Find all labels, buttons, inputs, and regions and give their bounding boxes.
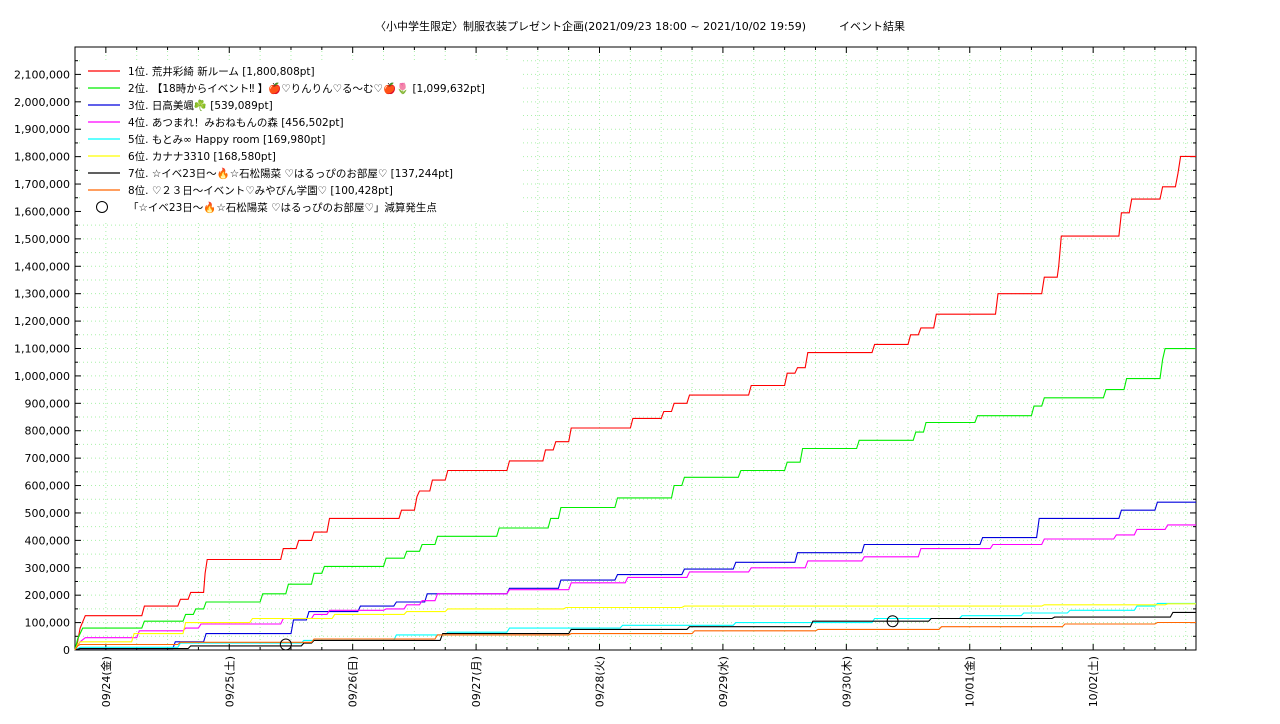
y-tick-label: 700,000 xyxy=(25,452,71,465)
y-tick-label: 1,900,000 xyxy=(14,123,70,136)
legend-label: 1位. 荒井彩綺 新ルーム [1,800,808pt] xyxy=(128,65,315,78)
legend-marker-symbol xyxy=(96,201,108,213)
y-tick-label: 800,000 xyxy=(25,425,71,438)
x-tick-label: 10/01(金) xyxy=(963,656,977,707)
y-tick-label: 2,000,000 xyxy=(14,96,70,109)
y-tick-label: 400,000 xyxy=(25,534,71,547)
series-line-3 xyxy=(74,501,1196,651)
legend-label: 7位. ☆イベ23日〜🔥☆石松陽菜 ♡はるっぴのお部屋♡ [137,244pt] xyxy=(128,167,453,180)
legend-label: 8位. ♡２３日〜イベント♡みやびん学園♡ [100,428pt] xyxy=(128,184,393,197)
y-tick-label: 1,400,000 xyxy=(14,260,70,273)
x-tick-label: 09/25(土) xyxy=(223,656,236,707)
y-tick-label: 900,000 xyxy=(25,397,71,410)
x-tick-label: 10/02(土) xyxy=(1087,656,1100,707)
legend-label: 6位. カナナ3310 [168,580pt] xyxy=(128,150,276,163)
series-line-2 xyxy=(74,348,1196,651)
y-tick-label: 1,200,000 xyxy=(14,315,70,328)
x-tick-label: 09/27(月) xyxy=(470,656,483,707)
series-lines xyxy=(74,155,1196,651)
y-tick-label: 1,600,000 xyxy=(14,205,70,218)
x-tick-label: 09/26(日) xyxy=(347,656,360,707)
decrement-marker xyxy=(279,638,292,651)
y-tick-label: 600,000 xyxy=(25,480,71,493)
decrement-marker xyxy=(886,615,899,628)
legend-label: 5位. もとみ∞ Happy room [169,980pt] xyxy=(128,133,325,146)
x-tick-label: 09/24(金) xyxy=(99,656,113,707)
y-tick-label: 1,500,000 xyxy=(14,233,70,246)
legend-background xyxy=(82,60,522,220)
y-tick-label: 1,800,000 xyxy=(14,151,70,164)
y-tick-label: 1,300,000 xyxy=(14,288,70,301)
y-tick-label: 500,000 xyxy=(25,507,71,520)
legend-label: 2位. 【18時からイベント‼ 】🍎♡りんりん♡る〜む♡🍎🌷 [1,099,63… xyxy=(128,82,485,95)
y-tick-label: 100,000 xyxy=(25,617,71,630)
series-line-6 xyxy=(74,603,1196,651)
y-tick-label: 1,000,000 xyxy=(14,370,70,383)
legend-label: 4位. あつまれ！みおねもんの森 [456,502pt] xyxy=(128,116,344,129)
y-tick-label: 2,100,000 xyxy=(14,68,70,81)
legend-marker-label: 「☆イベ23日〜🔥☆石松陽菜 ♡はるっぴのお部屋♡」減算発生点 xyxy=(128,201,437,214)
y-tick-label: 1,100,000 xyxy=(14,343,70,356)
series-line-5 xyxy=(74,602,1196,651)
series-line-8 xyxy=(74,621,1196,651)
y-tick-label: 300,000 xyxy=(25,562,71,575)
x-tick-label: 09/30(木) xyxy=(840,656,853,707)
y-tick-label: 200,000 xyxy=(25,589,71,602)
x-tick-label: 09/28(火) xyxy=(594,656,607,707)
legend: 1位. 荒井彩綺 新ルーム [1,800,808pt] 2位. 【18時からイベン… xyxy=(82,60,522,220)
chart-title: 〈小中学生限定〉制服衣装プレゼント企画(2021/09/23 18:00 ~ 2… xyxy=(375,20,905,33)
y-tick-label: 1,700,000 xyxy=(14,178,70,191)
series-line-1 xyxy=(74,155,1196,651)
y-tick-label: 0 xyxy=(63,644,70,657)
x-tick-label: 09/29(水) xyxy=(717,656,730,707)
legend-label: 3位. 日高美颯☘️ [539,089pt] xyxy=(128,99,273,112)
series-line-7 xyxy=(74,611,1196,651)
series-line-4 xyxy=(74,524,1196,651)
